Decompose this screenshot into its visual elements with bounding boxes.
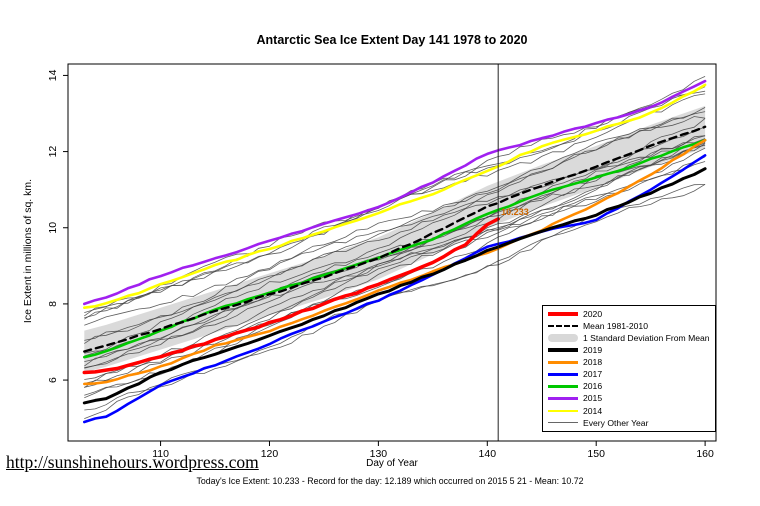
y-tick-label: 8 bbox=[47, 301, 59, 307]
legend-label: Mean 1981-2010 bbox=[583, 320, 648, 331]
plot-border bbox=[67, 63, 717, 442]
series-line-2018 bbox=[83, 138, 707, 386]
legend-swatch-mean-1981-2010 bbox=[548, 325, 578, 328]
legend-entry: 2015 bbox=[543, 393, 715, 405]
legend-swatch-2015 bbox=[548, 397, 578, 401]
chart-title: Antarctic Sea Ice Extent Day 141 1978 to… bbox=[256, 33, 528, 47]
every-other-year-line bbox=[84, 107, 706, 344]
x-tick-label: 150 bbox=[587, 448, 605, 460]
y-axis-label: Ice Extent in millions of sq. km. bbox=[22, 178, 34, 324]
footer-stats: Today's Ice Extent: 10.233 - Record for … bbox=[196, 476, 584, 486]
legend-swatch-2016 bbox=[548, 385, 578, 388]
legend-swatch-2014 bbox=[548, 409, 578, 413]
series-line-2015 bbox=[83, 79, 707, 306]
x-tick-label: 110 bbox=[152, 448, 169, 460]
legend-label: 2020 bbox=[583, 308, 603, 319]
legend-swatch-2017 bbox=[548, 373, 578, 376]
legend-entry: 2018 bbox=[543, 356, 715, 368]
legend-entry: 2020 bbox=[543, 308, 715, 320]
legend-label: Every Other Year bbox=[583, 417, 649, 428]
legend-entry: 1 Standard Deviation From Mean bbox=[543, 332, 715, 344]
every-other-year-line bbox=[84, 143, 706, 368]
legend-label: 2016 bbox=[583, 381, 603, 392]
legend-entry: 2017 bbox=[543, 369, 715, 381]
x-axis-label: Day of Year bbox=[366, 458, 418, 469]
legend-entry: 2019 bbox=[543, 344, 715, 356]
legend-swatch-2019 bbox=[548, 348, 578, 353]
legend-swatch-1-standard-deviation-from-mean bbox=[548, 334, 578, 343]
series-line-2014 bbox=[83, 83, 707, 309]
series-line-mean-1981-2010 bbox=[83, 125, 707, 353]
legend-swatch-2018 bbox=[548, 361, 578, 364]
y-tick-label: 10 bbox=[47, 222, 59, 234]
legend-entry: Mean 1981-2010 bbox=[543, 320, 715, 332]
series-line-2020 bbox=[82, 217, 500, 375]
annotation-value: 10.233 bbox=[501, 206, 529, 217]
y-tick-label: 14 bbox=[47, 69, 59, 81]
x-tick-label: 140 bbox=[479, 448, 497, 460]
y-tick-label: 6 bbox=[47, 377, 59, 383]
every-other-year-line bbox=[84, 111, 706, 357]
y-tick-label: 12 bbox=[47, 146, 59, 158]
legend-label: 2017 bbox=[583, 369, 603, 380]
legend-swatch-every-other-year bbox=[548, 422, 578, 424]
every-other-year-line bbox=[84, 116, 706, 326]
legend-label: 2018 bbox=[583, 357, 603, 368]
legend-label: 2014 bbox=[583, 405, 603, 416]
series-line-2019 bbox=[82, 167, 707, 405]
legend-swatch-2020 bbox=[548, 312, 578, 317]
every-other-year-line bbox=[84, 135, 706, 369]
x-tick-label: 120 bbox=[261, 448, 279, 460]
footer-url: http://sunshinehours.wordpress.com bbox=[6, 452, 259, 472]
every-other-year-line bbox=[84, 118, 706, 354]
series-line-2017 bbox=[83, 154, 707, 424]
x-tick-label: 160 bbox=[696, 448, 714, 460]
legend: 2020 Mean 1981-2010 1 Standard Deviation F… bbox=[542, 305, 716, 432]
legend-entry: 2016 bbox=[543, 381, 715, 393]
legend-entry: Every Other Year bbox=[543, 417, 715, 429]
x-tick-label: 130 bbox=[370, 448, 388, 460]
every-other-year-line bbox=[84, 138, 706, 362]
legend-label: 1 Standard Deviation From Mean bbox=[583, 332, 710, 343]
std-deviation-band bbox=[84, 105, 706, 373]
legend-label: 2015 bbox=[583, 393, 603, 404]
every-other-year-line bbox=[84, 76, 706, 317]
legend-entry: 2014 bbox=[543, 405, 715, 417]
legend-label: 2019 bbox=[583, 345, 603, 356]
